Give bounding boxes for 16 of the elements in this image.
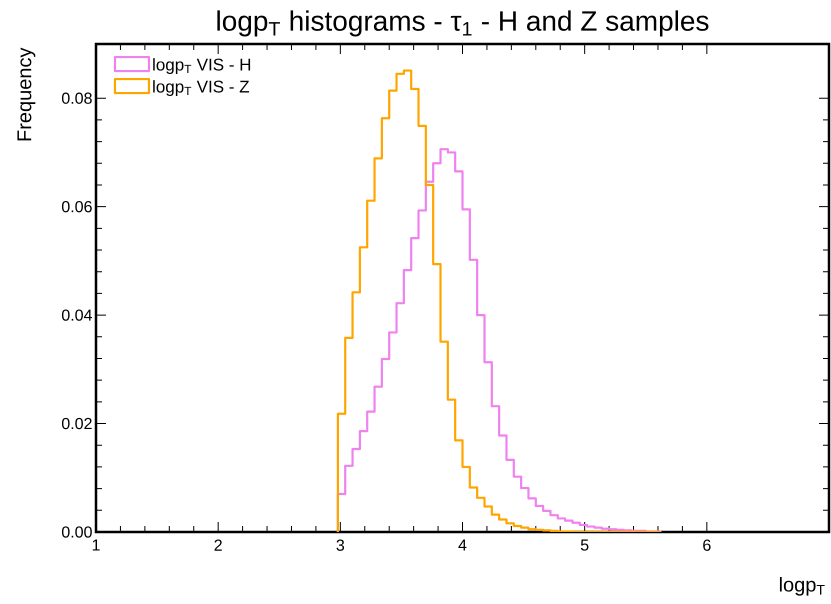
x-tick-label: 6	[703, 540, 711, 551]
x-axis-title: logp$_{T}$	[780, 577, 825, 596]
y-axis-title: Frequency	[17, 48, 36, 140]
x-tick-label: 1	[92, 540, 100, 551]
y-tick-label: 0.06	[62, 200, 92, 212]
legend-label: logp$_{T}$ VIS - Z	[153, 80, 250, 96]
y-tick-label: 0.02	[62, 418, 92, 430]
x-tick-label: 5	[580, 540, 588, 551]
legend-label: logp$_{T}$ VIS - H	[153, 58, 250, 74]
y-tick-label: 0.08	[62, 92, 92, 104]
y-tick-label: 0.04	[62, 309, 92, 321]
y-tick-label: 0.00	[62, 526, 92, 538]
x-tick-label: 4	[458, 540, 466, 551]
x-tick-label: 2	[214, 540, 222, 551]
chart-title: logp$_{T}$ histograms - τ$_{1}$ - H and Z samples	[217, 10, 708, 36]
x-tick-label: 3	[336, 540, 344, 551]
